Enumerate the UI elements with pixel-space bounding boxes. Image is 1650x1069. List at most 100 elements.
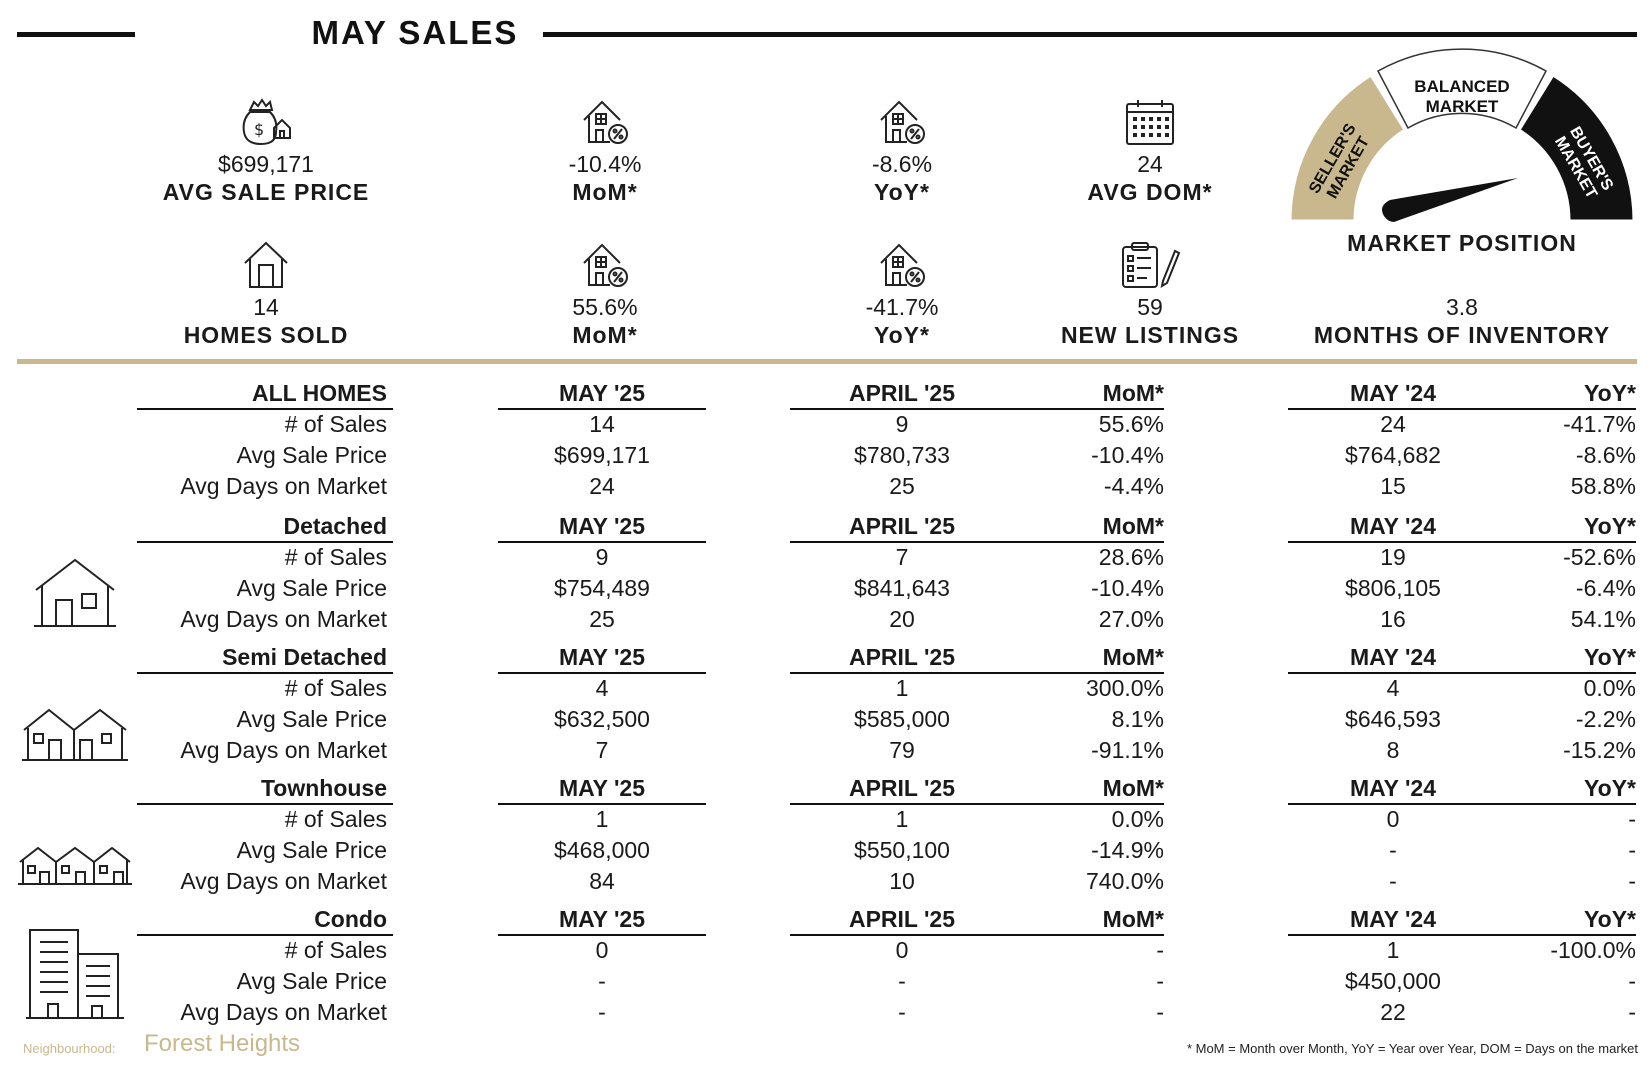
table-cell: -91.1% (1091, 737, 1164, 763)
row-label: # of Sales (284, 411, 387, 437)
table-cell: 79 (889, 737, 915, 763)
stat-yoy-price: -8.6% YoY* (752, 88, 1052, 206)
stat-value: 14 (253, 294, 279, 320)
table-cell: 0.0% (1111, 806, 1164, 832)
table-cell: 28.6% (1098, 544, 1164, 570)
stat-mom-sales: 55.6% MoM* (455, 231, 755, 349)
column-header: APRIL '25 (848, 775, 956, 801)
footnote: * MoM = Month over Month, YoY = Year ove… (1186, 1041, 1638, 1056)
row-label: # of Sales (284, 675, 387, 701)
row-label: Avg Days on Market (180, 606, 387, 632)
table-cell: - (1628, 806, 1636, 832)
table-cell: 4 (595, 675, 609, 701)
table-cell: 27.0% (1098, 606, 1164, 632)
table-cell: -15.2% (1563, 737, 1636, 763)
stat-label: AVG SALE PRICE (162, 179, 370, 205)
row-label: # of Sales (284, 937, 387, 963)
header-underline (498, 541, 706, 543)
table-cell: -4.4% (1103, 473, 1164, 499)
table-cell: 0 (1386, 806, 1400, 832)
semi-detached-house-icon (22, 706, 128, 767)
row-label: Avg Sale Price (236, 837, 387, 863)
stat-new-listings: 59 NEW LISTINGS (1000, 231, 1300, 349)
stat-label: AVG DOM* (1087, 179, 1213, 205)
column-header: MoM* (1102, 775, 1164, 801)
row-label: Avg Days on Market (180, 868, 387, 894)
stat-mom-price: -10.4% MoM* (455, 88, 755, 206)
stat-label: HOMES SOLD (183, 322, 349, 348)
header-underline (498, 934, 706, 936)
gauge-buyer-segment (1516, 72, 1636, 223)
column-header: YoY* (1584, 906, 1636, 932)
stat-avg-dom: 24 AVG DOM* (1000, 88, 1300, 206)
house-icon (116, 231, 416, 289)
table-cell: $468,000 (554, 837, 650, 863)
table-cell: -8.6% (1575, 442, 1636, 468)
column-header: MAY '25 (558, 380, 646, 406)
column-header: MoM* (1102, 906, 1164, 932)
table-cell: 0 (895, 937, 909, 963)
neighbourhood-name: Forest Heights (144, 1030, 301, 1057)
column-header: APRIL '25 (848, 644, 956, 670)
table-cell: $754,489 (554, 575, 650, 601)
townhouse-icon (18, 846, 132, 891)
page-title: MAY SALES (311, 14, 519, 51)
table-cell: 300.0% (1085, 675, 1164, 701)
table-cell: -10.4% (1091, 575, 1164, 601)
stat-value: $699,171 (218, 151, 314, 177)
table-cell: 4 (1386, 675, 1400, 701)
table-cell: 8 (1386, 737, 1400, 763)
table-cell: - (598, 968, 606, 994)
row-label: Avg Sale Price (236, 968, 387, 994)
table-cell: $764,682 (1345, 442, 1441, 468)
table-cell: -10.4% (1091, 442, 1164, 468)
stat-homes-sold: 14 HOMES SOLD (116, 231, 416, 349)
column-header: YoY* (1584, 380, 1636, 406)
svg-text:$: $ (254, 120, 264, 139)
table-cell: - (898, 968, 906, 994)
table-cell: $806,105 (1345, 575, 1441, 601)
house-percent-icon (455, 231, 755, 289)
table-cell: 55.6% (1098, 411, 1164, 437)
row-label: Avg Sale Price (236, 442, 387, 468)
table-cell: 22 (1380, 999, 1406, 1025)
table-cell: 15 (1380, 473, 1406, 499)
section-title: Semi Detached (222, 644, 387, 670)
header-rule-right (543, 32, 1637, 37)
table-cell: $632,500 (554, 706, 650, 732)
column-header: YoY* (1584, 644, 1636, 670)
header-underline (1288, 934, 1636, 936)
header-rule-left (17, 32, 135, 37)
stat-label: YoY* (874, 179, 930, 205)
table-cell: 9 (895, 411, 909, 437)
table-cell: - (1156, 937, 1164, 963)
table-cell: - (1389, 837, 1397, 863)
column-header: YoY* (1584, 775, 1636, 801)
table-cell: 58.8% (1570, 473, 1636, 499)
table-cell: 1 (595, 806, 609, 832)
stat-value: -8.6% (871, 151, 933, 177)
table-cell: 1 (1386, 937, 1400, 963)
header-underline (790, 541, 1164, 543)
table-cell: 8.1% (1111, 706, 1164, 732)
detached-house-icon (34, 558, 116, 633)
column-header: MAY '25 (558, 906, 646, 932)
column-header: MAY '25 (558, 644, 646, 670)
table-cell: - (1628, 968, 1636, 994)
table-cell: - (1389, 868, 1397, 894)
table-cell: 14 (589, 411, 615, 437)
column-header: MAY '24 (1349, 906, 1437, 932)
house-percent-icon (455, 88, 755, 146)
header-underline (137, 672, 393, 674)
table-cell: - (1156, 999, 1164, 1025)
table-cell: $450,000 (1345, 968, 1441, 994)
stat-value: 55.6% (572, 294, 638, 320)
table-cell: 20 (889, 606, 915, 632)
header-underline (1288, 803, 1636, 805)
house-percent-icon (752, 88, 1052, 146)
table-cell: -41.7% (1563, 411, 1636, 437)
header-underline (498, 672, 706, 674)
stat-value: 24 (1137, 151, 1163, 177)
stat-avg-sale-price: $ $699,171 AVG SALE PRICE (116, 88, 416, 206)
table-cell: $585,000 (854, 706, 950, 732)
